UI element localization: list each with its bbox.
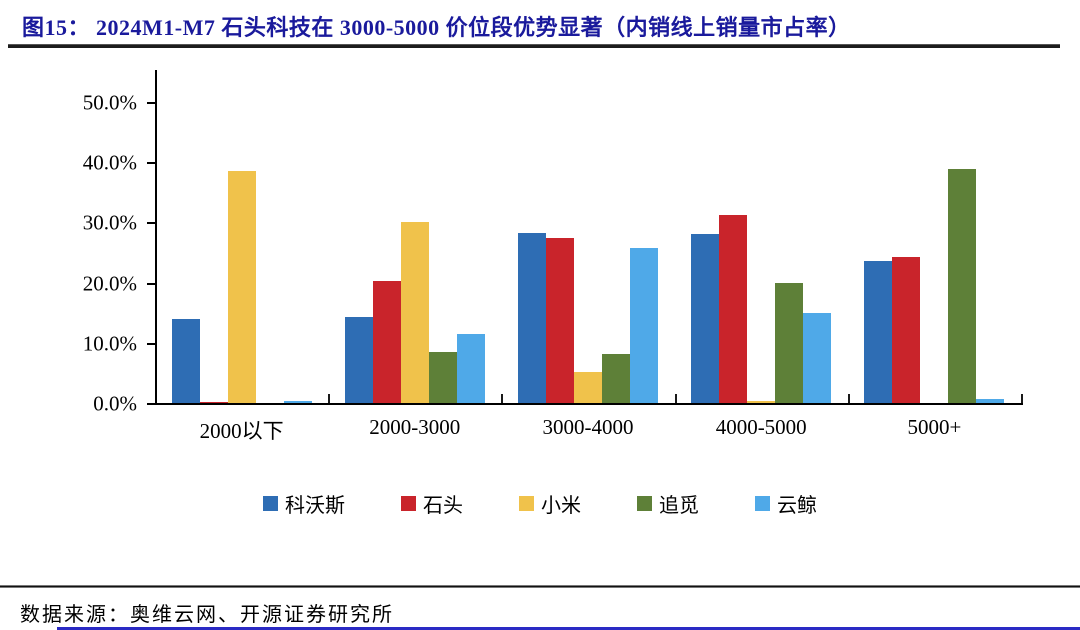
y-tick-mark (147, 162, 155, 165)
y-tick-mark (147, 403, 155, 405)
y-tick-mark (147, 222, 155, 225)
x-tick-mark (328, 394, 331, 403)
bar-云鲸-3000-4000 (630, 248, 658, 403)
bar-云鲸-2000以下 (283, 401, 312, 403)
figure-title: 图15： 2024M1-M7 石头科技在 3000-5000 价位段优势显著（内… (22, 15, 851, 40)
bar-小米-4000-5000 (747, 401, 776, 403)
x-axis-label: 4000-5000 (715, 415, 807, 439)
x-axis-label: 2000以下 (199, 419, 284, 443)
x-axis-label: 3000-4000 (542, 415, 634, 439)
x-tick-mark (674, 394, 677, 403)
bar-云鲸-5000+ (976, 399, 1005, 403)
x-tick-mark (847, 394, 850, 403)
legend-swatch-icon (637, 495, 652, 511)
bar-石头-4000-5000 (719, 215, 748, 403)
legend-swatch-icon (519, 495, 534, 511)
y-axis-line (155, 70, 157, 405)
y-tick-label: 0.0% (93, 391, 137, 416)
bar-科沃斯-2000以下 (171, 319, 200, 403)
bar-追觅-5000+ (948, 169, 977, 403)
bar-追觅-4000-5000 (775, 283, 804, 403)
legend-item-云鲸: 云鲸 (755, 489, 817, 518)
bar-石头-3000-4000 (546, 238, 574, 403)
legend-swatch-icon (263, 495, 278, 511)
bar-追觅-3000-4000 (602, 354, 630, 403)
bar-石头-5000+ (892, 257, 921, 403)
bottom-accent-line (57, 627, 1080, 630)
chart-legend: 科沃斯 石头 小米 追觅 云鲸 (0, 488, 1080, 518)
legend-item-追觅: 追觅 (637, 489, 699, 518)
y-tick-mark (147, 342, 155, 345)
bar-科沃斯-3000-4000 (518, 233, 546, 403)
bar-科沃斯-2000-3000 (344, 317, 373, 403)
x-tick-mark (501, 394, 504, 403)
x-tick-mark (1021, 394, 1023, 403)
y-tick-label: 40.0% (82, 150, 137, 175)
title-divider (8, 44, 1060, 48)
bar-小米-2000-3000 (400, 222, 429, 403)
legend-swatch-icon (401, 495, 416, 511)
x-axis-line (155, 403, 1023, 405)
y-tick-label: 30.0% (82, 210, 137, 235)
bar-小米-3000-4000 (574, 372, 602, 403)
bar-石头-2000-3000 (372, 281, 401, 403)
legend-label: 石头 (423, 494, 463, 517)
bar-科沃斯-5000+ (864, 261, 893, 403)
bar-小米-2000以下 (227, 171, 256, 403)
footer-divider (0, 585, 1080, 588)
legend-item-小米: 小米 (519, 489, 581, 518)
bar-科沃斯-4000-5000 (691, 234, 720, 403)
y-tick-mark (147, 282, 155, 285)
legend-item-科沃斯: 科沃斯 (263, 489, 345, 518)
x-axis-label: 2000-3000 (369, 415, 461, 439)
legend-label: 云鲸 (777, 494, 817, 517)
bar-云鲸-2000-3000 (456, 334, 485, 403)
bar-石头-2000以下 (199, 402, 228, 403)
x-axis-label: 5000+ (907, 415, 962, 439)
y-tick-label: 10.0% (82, 331, 137, 356)
y-tick-mark (147, 101, 155, 104)
y-tick-label: 50.0% (82, 90, 137, 115)
bar-云鲸-4000-5000 (803, 313, 832, 403)
legend-label: 小米 (541, 494, 581, 517)
legend-label: 追觅 (659, 494, 699, 517)
data-source: 数据来源：奥维云网、开源证券研究所 (20, 604, 394, 626)
legend-swatch-icon (755, 495, 770, 511)
bar-chart: 0.0% 10.0% 20.0% 30.0% 40.0% 50.0% 2000以下 2000… (0, 50, 1080, 550)
y-tick-label: 20.0% (82, 271, 137, 296)
legend-item-石头: 石头 (401, 489, 463, 518)
bar-追觅-2000-3000 (428, 352, 457, 403)
legend-label: 科沃斯 (285, 494, 345, 517)
